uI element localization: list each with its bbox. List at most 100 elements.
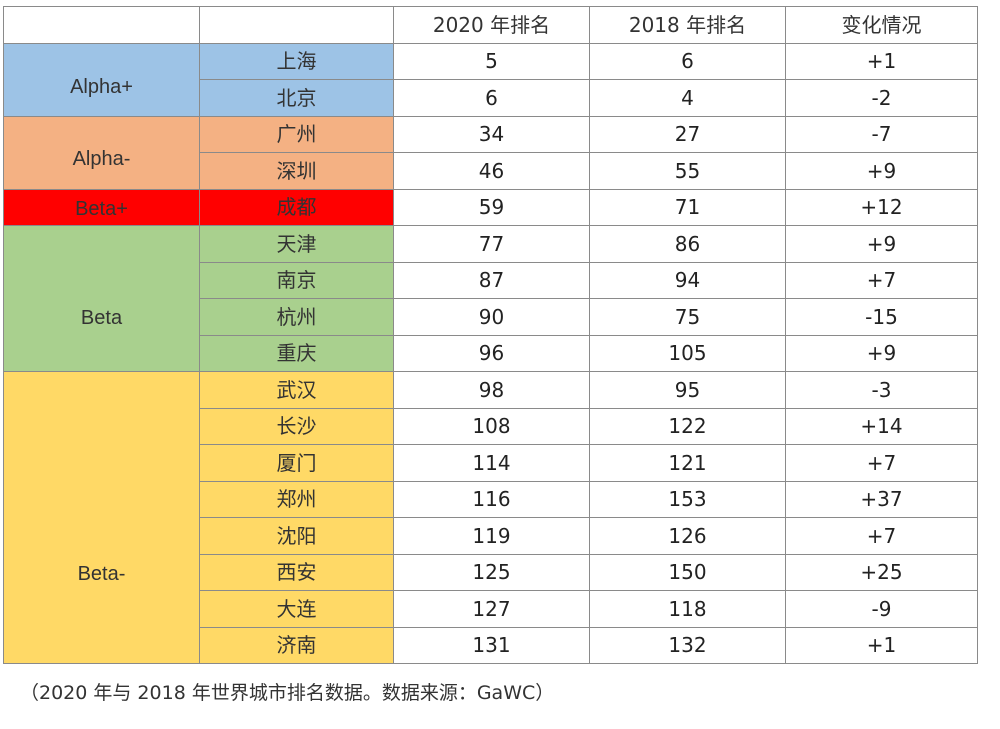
city-name: 北京 xyxy=(199,79,394,117)
table-row: 济南 131 132 +1 xyxy=(4,626,978,664)
table-row: 西安 125 150 +25 xyxy=(4,553,978,591)
header-city xyxy=(199,6,394,44)
rank-2018: 71 xyxy=(589,188,786,226)
rank-2018: 153 xyxy=(589,480,786,518)
table-row: 沈阳 119 126 +7 xyxy=(4,517,978,555)
rank-change: +37 xyxy=(785,480,978,518)
rank-2018: 126 xyxy=(589,517,786,555)
city-name: 大连 xyxy=(199,590,394,628)
rank-2020: 108 xyxy=(393,407,590,445)
rank-2020: 46 xyxy=(393,152,590,190)
rank-change: -9 xyxy=(785,590,978,628)
rank-change: +1 xyxy=(785,42,978,80)
rank-2020: 131 xyxy=(393,626,590,664)
tier-label-text: Alpha- xyxy=(72,147,131,170)
rank-2020: 59 xyxy=(393,188,590,226)
rank-change: -7 xyxy=(785,115,978,153)
source-caption: （2020 年与 2018 年世界城市排名数据。数据来源：GaWC） xyxy=(20,682,555,704)
city-name: 厦门 xyxy=(199,444,394,482)
rank-2018: 4 xyxy=(589,79,786,117)
header-rank-2020: 2020 年排名 xyxy=(393,6,590,44)
rank-2020: 114 xyxy=(393,444,590,482)
table-row: 重庆 96 105 +9 xyxy=(4,334,978,372)
rank-2018: 75 xyxy=(589,298,786,336)
city-name: 南京 xyxy=(199,261,394,299)
tier-label: Beta- xyxy=(3,371,200,664)
rank-2020: 5 xyxy=(393,42,590,80)
rank-2018: 55 xyxy=(589,152,786,190)
rank-change: +7 xyxy=(785,261,978,299)
header-tier xyxy=(3,6,200,44)
rank-2020: 125 xyxy=(393,553,590,591)
rank-2020: 90 xyxy=(393,298,590,336)
rank-change: +25 xyxy=(785,553,978,591)
rank-2020: 96 xyxy=(393,334,590,372)
table-row: Beta+ 成都 59 71 +12 xyxy=(3,188,978,226)
rank-change: +9 xyxy=(785,334,978,372)
city-name: 重庆 xyxy=(199,334,394,372)
rank-change: +9 xyxy=(785,152,978,190)
rank-change: +1 xyxy=(785,626,978,664)
tier-label-text: Beta+ xyxy=(75,198,128,221)
table-row: 长沙 108 122 +14 xyxy=(4,407,978,445)
city-name: 深圳 xyxy=(199,152,394,190)
rank-2018: 118 xyxy=(589,590,786,628)
rank-2020: 119 xyxy=(393,517,590,555)
rank-change: +7 xyxy=(785,444,978,482)
tier-label: Alpha- xyxy=(3,115,200,190)
table-row: 北京 6 4 -2 xyxy=(4,79,978,117)
rank-2018: 94 xyxy=(589,261,786,299)
rank-2018: 95 xyxy=(589,371,786,409)
table-row: Alpha+ 上海 5 6 +1 xyxy=(3,42,978,117)
rank-2020: 34 xyxy=(393,115,590,153)
city-name: 成都 xyxy=(199,188,394,226)
city-name: 西安 xyxy=(199,553,394,591)
rank-2018: 27 xyxy=(589,115,786,153)
city-name: 郑州 xyxy=(199,480,394,518)
header-change: 变化情况 xyxy=(785,6,978,44)
rank-2020: 127 xyxy=(393,590,590,628)
table-row: Beta 天津 77 86 +9 xyxy=(3,225,978,372)
city-name: 上海 xyxy=(199,42,394,80)
rank-change: +9 xyxy=(785,225,978,263)
city-name: 武汉 xyxy=(199,371,394,409)
rank-2018: 132 xyxy=(589,626,786,664)
tier-label: Beta+ xyxy=(3,188,200,226)
rank-change: -15 xyxy=(785,298,978,336)
rank-2018: 122 xyxy=(589,407,786,445)
header-row: 2020 年排名 2018 年排名 变化情况 xyxy=(3,6,978,44)
table-row: Alpha- 广州 34 27 -7 xyxy=(3,115,978,190)
city-name: 济南 xyxy=(199,626,394,664)
table-row: 南京 87 94 +7 xyxy=(4,261,978,299)
rank-2020: 116 xyxy=(393,480,590,518)
table-row: 深圳 46 55 +9 xyxy=(4,152,978,190)
tier-label-text: Alpha+ xyxy=(70,75,133,98)
tier-label: Alpha+ xyxy=(3,42,200,117)
rank-2020: 6 xyxy=(393,79,590,117)
table-row: 杭州 90 75 -15 xyxy=(4,298,978,336)
rank-2020: 77 xyxy=(393,225,590,263)
city-name: 天津 xyxy=(199,225,394,263)
gawc-ranking-table: 2020 年排名 2018 年排名 变化情况 Alpha+ 上海 5 6 +1 北京 6 4-… xyxy=(3,6,978,664)
tier-label: Beta xyxy=(3,225,200,372)
tier-label-text: Beta- xyxy=(77,562,126,585)
city-name: 广州 xyxy=(199,115,394,153)
rank-2018: 86 xyxy=(589,225,786,263)
rank-2020: 87 xyxy=(393,261,590,299)
header-rank-2018: 2018 年排名 xyxy=(589,6,786,44)
table-row: Beta- 武汉 98 95 -3 xyxy=(3,371,978,664)
rank-change: +14 xyxy=(785,407,978,445)
table-body: 2020 年排名 2018 年排名 变化情况 Alpha+ 上海 5 6 +1 北京 6 4-… xyxy=(3,6,978,664)
rank-change: +7 xyxy=(785,517,978,555)
rank-2018: 150 xyxy=(589,553,786,591)
city-name: 杭州 xyxy=(199,298,394,336)
rank-2018: 121 xyxy=(589,444,786,482)
rank-change: +12 xyxy=(785,188,978,226)
rank-2018: 6 xyxy=(589,42,786,80)
city-name: 长沙 xyxy=(199,407,394,445)
rank-change: -3 xyxy=(785,371,978,409)
rank-change: -2 xyxy=(785,79,978,117)
tier-label-text: Beta xyxy=(80,306,123,329)
city-name: 沈阳 xyxy=(199,517,394,555)
rank-2018: 105 xyxy=(589,334,786,372)
